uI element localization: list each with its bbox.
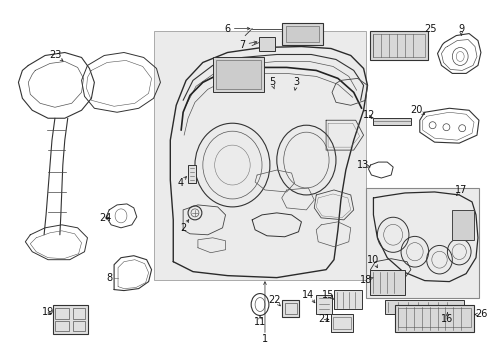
Bar [330,315,352,332]
Text: 8: 8 [106,273,112,283]
Text: 13: 13 [357,160,369,170]
Bar [385,300,463,315]
Bar [451,210,473,240]
Text: 5: 5 [268,77,274,87]
Bar [284,302,296,315]
Text: 19: 19 [42,307,54,318]
Bar [397,307,470,328]
Text: 12: 12 [363,110,375,120]
Text: 25: 25 [424,24,436,33]
Text: 22: 22 [268,294,281,305]
Bar [370,31,427,60]
Bar [316,294,331,315]
Bar [370,270,404,294]
Bar [281,23,323,45]
Text: 18: 18 [360,275,372,285]
Bar [53,305,88,334]
Bar [215,60,261,89]
Bar [153,31,365,280]
Bar [212,58,264,92]
Text: 26: 26 [475,310,487,319]
Text: 14: 14 [302,289,314,300]
Text: 20: 20 [410,105,422,115]
Bar [285,26,319,41]
Text: 4: 4 [177,178,183,188]
Text: 11: 11 [253,318,265,328]
Bar [333,289,361,310]
Bar [55,307,69,319]
Bar [373,118,410,125]
Bar [73,321,85,332]
Text: 10: 10 [366,255,379,265]
Text: 1: 1 [262,334,267,345]
Text: 2: 2 [180,223,186,233]
Bar [259,37,274,50]
Text: 15: 15 [321,289,334,300]
Text: 16: 16 [440,314,452,324]
Text: 17: 17 [454,185,467,195]
Text: 24: 24 [99,213,111,223]
Bar [373,33,424,58]
Bar [188,165,196,183]
Bar [365,188,478,298]
Text: 6: 6 [224,24,230,33]
Bar [394,305,473,332]
Bar [281,300,299,318]
Bar [73,307,85,319]
Text: 3: 3 [293,77,299,87]
Text: 9: 9 [457,24,463,33]
Text: 21: 21 [317,314,330,324]
Bar [55,321,69,332]
Text: 23: 23 [50,50,62,60]
Text: 7: 7 [239,40,245,50]
Bar [332,318,350,329]
